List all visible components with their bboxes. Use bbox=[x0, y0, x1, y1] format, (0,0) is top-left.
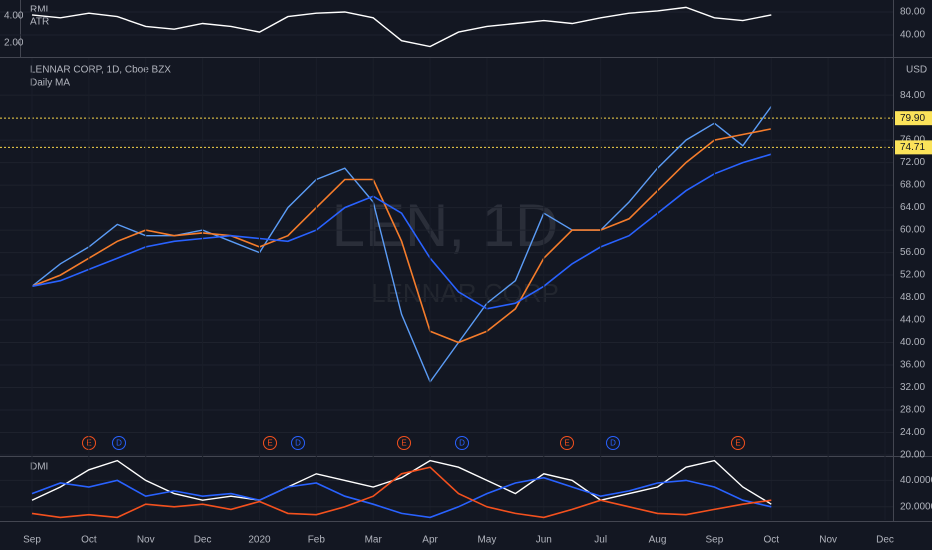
y-tick-label: 24.00 bbox=[900, 427, 925, 438]
main-subtitle: Daily MA bbox=[30, 78, 70, 89]
x-tick-label: Oct bbox=[81, 535, 97, 546]
y-tick-label: 64.00 bbox=[900, 202, 925, 213]
x-tick-label: Nov bbox=[137, 535, 155, 546]
event-label: E bbox=[267, 439, 272, 448]
x-tick-label: Jul bbox=[594, 535, 607, 546]
y-tick-label: 56.00 bbox=[900, 247, 925, 258]
series-line bbox=[31, 466, 772, 519]
y2-tick-label: 4.00 bbox=[4, 11, 24, 22]
x-tick-label: Dec bbox=[876, 535, 894, 546]
y-tick-label: 60.00 bbox=[900, 225, 925, 236]
event-marker bbox=[455, 436, 469, 450]
event-marker bbox=[731, 436, 745, 450]
price-label-box bbox=[895, 111, 932, 126]
x-tick-label: Mar bbox=[365, 535, 383, 546]
y-tick-label: 68.00 bbox=[900, 180, 925, 191]
main-title: LENNAR CORP, 1D, Cboe BZX bbox=[30, 65, 171, 76]
atr-title: ATR bbox=[30, 17, 49, 28]
y-tick-label: 84.00 bbox=[900, 90, 925, 101]
series-line bbox=[31, 6, 772, 48]
y-tick-label: 52.00 bbox=[900, 270, 925, 281]
y-tick-label: 28.00 bbox=[900, 405, 925, 416]
watermark-name: LENNAR CORP bbox=[371, 278, 559, 308]
x-tick-label: Dec bbox=[194, 535, 212, 546]
x-tick-label: Sep bbox=[23, 535, 41, 546]
series-line bbox=[31, 128, 772, 344]
series-line bbox=[31, 476, 772, 519]
event-label: D bbox=[295, 439, 301, 448]
y-tick-label: 48.00 bbox=[900, 292, 925, 303]
series-line bbox=[31, 153, 772, 310]
y-tick-label: 32.00 bbox=[900, 382, 925, 393]
event-marker bbox=[397, 436, 411, 450]
x-tick-label: Oct bbox=[763, 535, 779, 546]
y-tick-label: 36.00 bbox=[900, 360, 925, 371]
event-label: E bbox=[735, 439, 740, 448]
price-label-box bbox=[895, 140, 932, 155]
x-tick-label: Sep bbox=[706, 535, 724, 546]
event-label: E bbox=[564, 439, 569, 448]
price-label: 74.71 bbox=[900, 142, 925, 153]
event-marker bbox=[263, 436, 277, 450]
price-label: 79.90 bbox=[900, 113, 925, 124]
x-tick-label: Feb bbox=[308, 535, 326, 546]
event-marker bbox=[560, 436, 574, 450]
currency: USD bbox=[906, 65, 927, 76]
x-tick-label: Nov bbox=[819, 535, 837, 546]
y-tick-label: 40.0000 bbox=[900, 475, 932, 486]
x-tick-label: Aug bbox=[649, 535, 667, 546]
y-tick-label: 40.00 bbox=[900, 337, 925, 348]
x-tick-label: May bbox=[477, 535, 496, 546]
x-tick-label: Jun bbox=[536, 535, 552, 546]
event-label: D bbox=[116, 439, 122, 448]
event-label: D bbox=[610, 439, 616, 448]
series-line bbox=[31, 105, 772, 384]
y-tick-label: 76.00 bbox=[900, 135, 925, 146]
event-label: E bbox=[401, 439, 406, 448]
rmi-title: RMI bbox=[30, 5, 48, 16]
y-tick-label: 80.00 bbox=[900, 7, 925, 18]
event-label: D bbox=[459, 439, 465, 448]
x-tick-label: Apr bbox=[422, 535, 438, 546]
y-tick-label: 44.00 bbox=[900, 315, 925, 326]
dmi-title: DMI bbox=[30, 462, 48, 473]
x-tick-label: 2020 bbox=[248, 535, 271, 546]
y-tick-label: 20.0000 bbox=[900, 501, 932, 512]
y-tick-label: 20.00 bbox=[900, 450, 925, 461]
event-marker bbox=[606, 436, 620, 450]
y-tick-label: 72.00 bbox=[900, 157, 925, 168]
series-line bbox=[31, 459, 772, 505]
watermark: LEN, 1D bbox=[332, 192, 559, 259]
y-tick-label: 40.00 bbox=[900, 30, 925, 41]
event-marker bbox=[291, 436, 305, 450]
y2-tick-label: 2.00 bbox=[4, 38, 24, 49]
event-marker bbox=[112, 436, 126, 450]
